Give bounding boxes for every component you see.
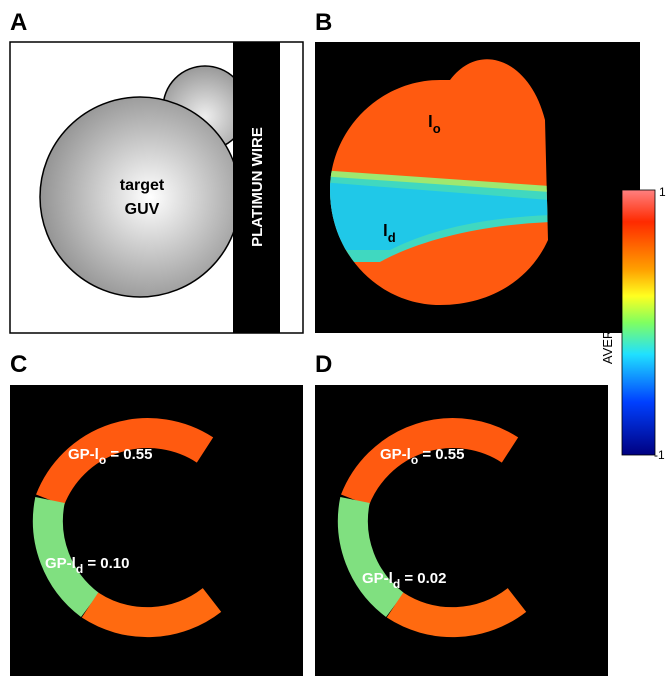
colorbar [622, 190, 655, 455]
panel-label: B [315, 9, 332, 36]
phase-subscript: d [388, 230, 396, 245]
annotation-text: GP-l [68, 446, 99, 463]
wire-label: PLATIMUN WIRE [249, 127, 266, 247]
annotation-subscript: d [76, 562, 83, 576]
annotation-subscript: o [411, 453, 418, 467]
panel-label: C [10, 351, 27, 378]
annotation-text: GP-l [380, 446, 411, 463]
annotation-text: GP-l [45, 555, 76, 572]
panel-label: A [10, 9, 27, 36]
annotation-text: GP-l [362, 570, 393, 587]
panel-label: D [315, 351, 332, 378]
annotation-text: = 0.55 [418, 446, 464, 463]
colorbar-min: -1 [654, 448, 665, 462]
colorbar-max: 1 [659, 185, 666, 199]
guv-label: GUV [125, 201, 160, 218]
guv-label: target [120, 177, 165, 194]
annotation-text: = 0.02 [400, 570, 446, 587]
target-guv [40, 97, 240, 297]
annotation-subscript: d [393, 577, 400, 591]
colorbar-title: AVERAGE GP [600, 280, 615, 364]
annotation-text: = 0.55 [106, 446, 152, 463]
annotation-text: = 0.10 [83, 555, 129, 572]
figure: A target GUV PLATIMUN WIRE B lo ld 1 -1 … [0, 0, 670, 676]
annotation-subscript: o [99, 453, 106, 467]
phase-subscript: o [433, 121, 441, 136]
